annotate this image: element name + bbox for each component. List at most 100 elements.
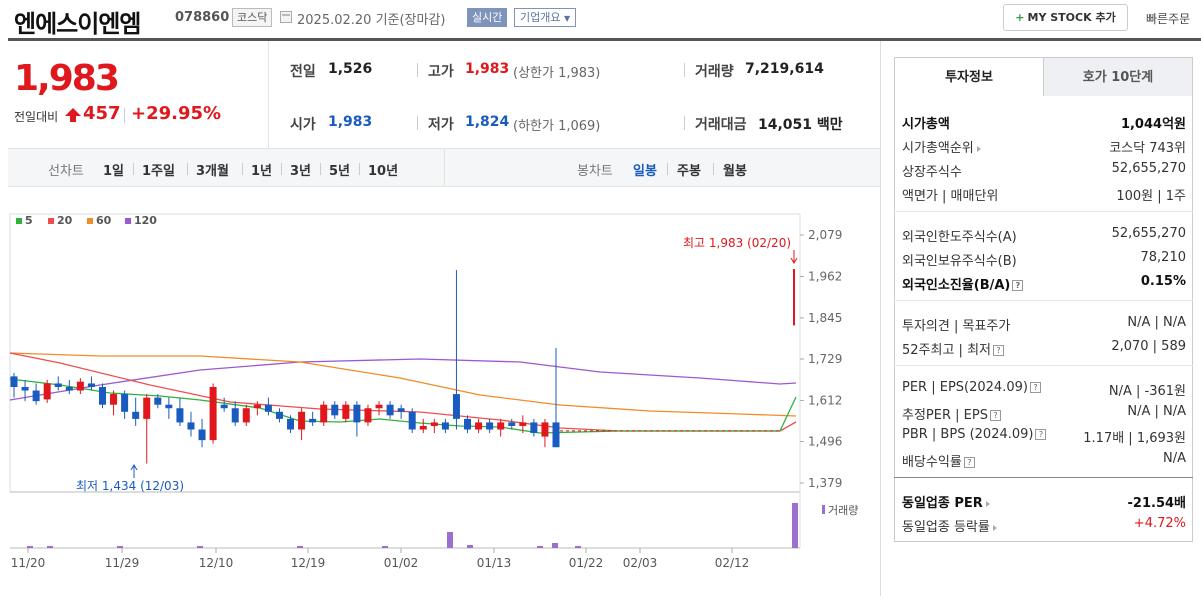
ma-line xyxy=(9,352,797,432)
volume-bar xyxy=(197,546,203,548)
candle-weekly[interactable]: 주봉 xyxy=(677,164,701,179)
period-1y[interactable]: 1년 xyxy=(251,164,273,179)
ind-rate-label[interactable]: 동일업종 등락률 xyxy=(902,516,997,535)
period-3m[interactable]: 3개월 xyxy=(196,164,229,179)
tab-order-book[interactable]: 호가 10단계 xyxy=(1043,57,1193,97)
volume-axis-label: 거래량 xyxy=(828,504,858,517)
mcap-rank-label[interactable]: 시가총액순위 xyxy=(902,137,981,156)
period-1w[interactable]: 1주일 xyxy=(142,164,175,179)
candle-body xyxy=(54,383,62,387)
price-change: 457 xyxy=(83,103,121,124)
legend-swatch xyxy=(87,218,93,224)
high-label: 고가 xyxy=(428,64,454,80)
est-per-text: 추정PER | EPS xyxy=(902,408,988,423)
x-tick-label: 12/19 xyxy=(291,556,326,570)
help-icon[interactable]: ? xyxy=(1029,382,1041,393)
separator xyxy=(684,116,685,130)
shares-label: 상장주식수 xyxy=(902,165,962,180)
volume-legend-swatch xyxy=(822,505,825,514)
pbr-label: PBR | BPS (2024.09)? xyxy=(902,427,1047,442)
low-arrow-head xyxy=(130,464,138,471)
per-text: PER | EPS(2024.09) xyxy=(902,380,1028,395)
line-chart-label: 선차트 xyxy=(48,164,84,179)
candle-body xyxy=(10,376,18,387)
period-3y[interactable]: 3년 xyxy=(290,164,312,179)
low-value: 1,824 xyxy=(465,114,510,130)
candle-body xyxy=(342,404,350,419)
realtime-button[interactable]: 실시간 xyxy=(467,8,508,27)
help-icon[interactable]: ? xyxy=(993,345,1004,356)
candle-body xyxy=(32,390,40,402)
separator xyxy=(281,163,282,175)
x-tick-label: 01/22 xyxy=(569,556,604,570)
divider xyxy=(894,477,1193,478)
x-tick-label: 11/29 xyxy=(105,556,140,570)
candle-monthly[interactable]: 월봉 xyxy=(723,164,747,179)
candle-body xyxy=(386,404,394,416)
period-5y[interactable]: 5년 xyxy=(329,164,351,179)
help-icon[interactable]: ? xyxy=(1012,280,1024,291)
x-tick-label: 02/03 xyxy=(623,556,658,570)
help-icon[interactable]: ? xyxy=(963,457,975,468)
candle-body xyxy=(475,422,483,430)
legend-swatch xyxy=(125,218,131,224)
candle-daily[interactable]: 일봉 xyxy=(633,164,657,179)
candle-body xyxy=(331,404,339,416)
quick-order-link[interactable]: 빠른주문 xyxy=(1146,12,1191,26)
mcap-rank-value: 코스닥 743위 xyxy=(1109,141,1186,156)
panel-divider xyxy=(880,41,881,596)
candle-body xyxy=(176,408,184,423)
ma-line xyxy=(9,352,797,417)
ind-per-text: 동일업종 PER xyxy=(902,496,983,511)
plot-frame xyxy=(9,213,801,493)
ind-per-label[interactable]: 동일업종 PER xyxy=(902,492,990,511)
foreign-ratio-value: 0.15% xyxy=(1140,274,1186,289)
tab-invest-info[interactable]: 투자정보 xyxy=(894,57,1044,97)
legend-ma120: 120 xyxy=(125,214,157,227)
mystock-add-button[interactable]: + MY STOCK 추가 xyxy=(1003,4,1128,31)
lower-limit: (하한가 1,069) xyxy=(513,119,601,134)
shares-value: 52,655,270 xyxy=(1111,161,1186,176)
help-icon[interactable]: ? xyxy=(989,410,1001,421)
period-10y[interactable]: 10년 xyxy=(368,164,399,179)
legend-text: 120 xyxy=(134,214,157,227)
upper-limit: (상한가 1,983) xyxy=(513,66,601,81)
mystock-label: MY STOCK 추가 xyxy=(1027,11,1116,24)
divider xyxy=(268,41,269,148)
candle-body xyxy=(353,404,361,423)
company-overview-dropdown[interactable]: 기업개요 ▼ xyxy=(514,8,577,27)
price-chart[interactable]: 최고 1,983 (02/20) 최저 1,434 (12/03) 거래량 2,… xyxy=(0,200,880,596)
volume-bar xyxy=(27,546,33,548)
low-label: 저가 xyxy=(428,117,454,133)
period-1d[interactable]: 1일 xyxy=(103,164,125,179)
candle-chart-label: 봉차트 xyxy=(577,164,613,179)
candle-body xyxy=(242,408,250,423)
foreign-hold-label: 외국인보유주식수(B) xyxy=(902,254,1017,269)
foreign-limit-label: 외국인한도주식수(A) xyxy=(902,230,1017,245)
candle-body xyxy=(497,422,505,430)
amount-number: 14,051 xyxy=(758,117,813,133)
div-text: 배당수익률 xyxy=(902,455,962,470)
candle-body xyxy=(154,397,162,405)
candle-body xyxy=(397,408,405,412)
separator xyxy=(684,63,685,77)
legend-ma5: 5 xyxy=(16,214,33,227)
x-tick-label: 01/13 xyxy=(477,556,512,570)
ind-per-value: -21.54배 xyxy=(1127,496,1186,511)
help-icon[interactable]: ? xyxy=(1035,429,1047,440)
divider xyxy=(894,211,1193,212)
prev-change-label: 전일대비 xyxy=(14,110,59,124)
candle-body xyxy=(408,411,416,430)
separator xyxy=(320,163,321,175)
chart-grid xyxy=(9,213,801,549)
y-tick-label: 1,845 xyxy=(808,311,842,325)
base-date: 2025.02.20 기준(장마감) xyxy=(297,13,446,28)
candle-body xyxy=(298,411,306,430)
candle-body xyxy=(187,422,195,430)
candle-body xyxy=(430,422,438,426)
x-tick-label: 01/02 xyxy=(384,556,419,570)
per-label: PER | EPS(2024.09)? xyxy=(902,380,1041,395)
chevron-down-icon: ▼ xyxy=(563,14,571,23)
market-badge: 코스닥 xyxy=(232,8,273,27)
candle-body xyxy=(452,394,460,419)
